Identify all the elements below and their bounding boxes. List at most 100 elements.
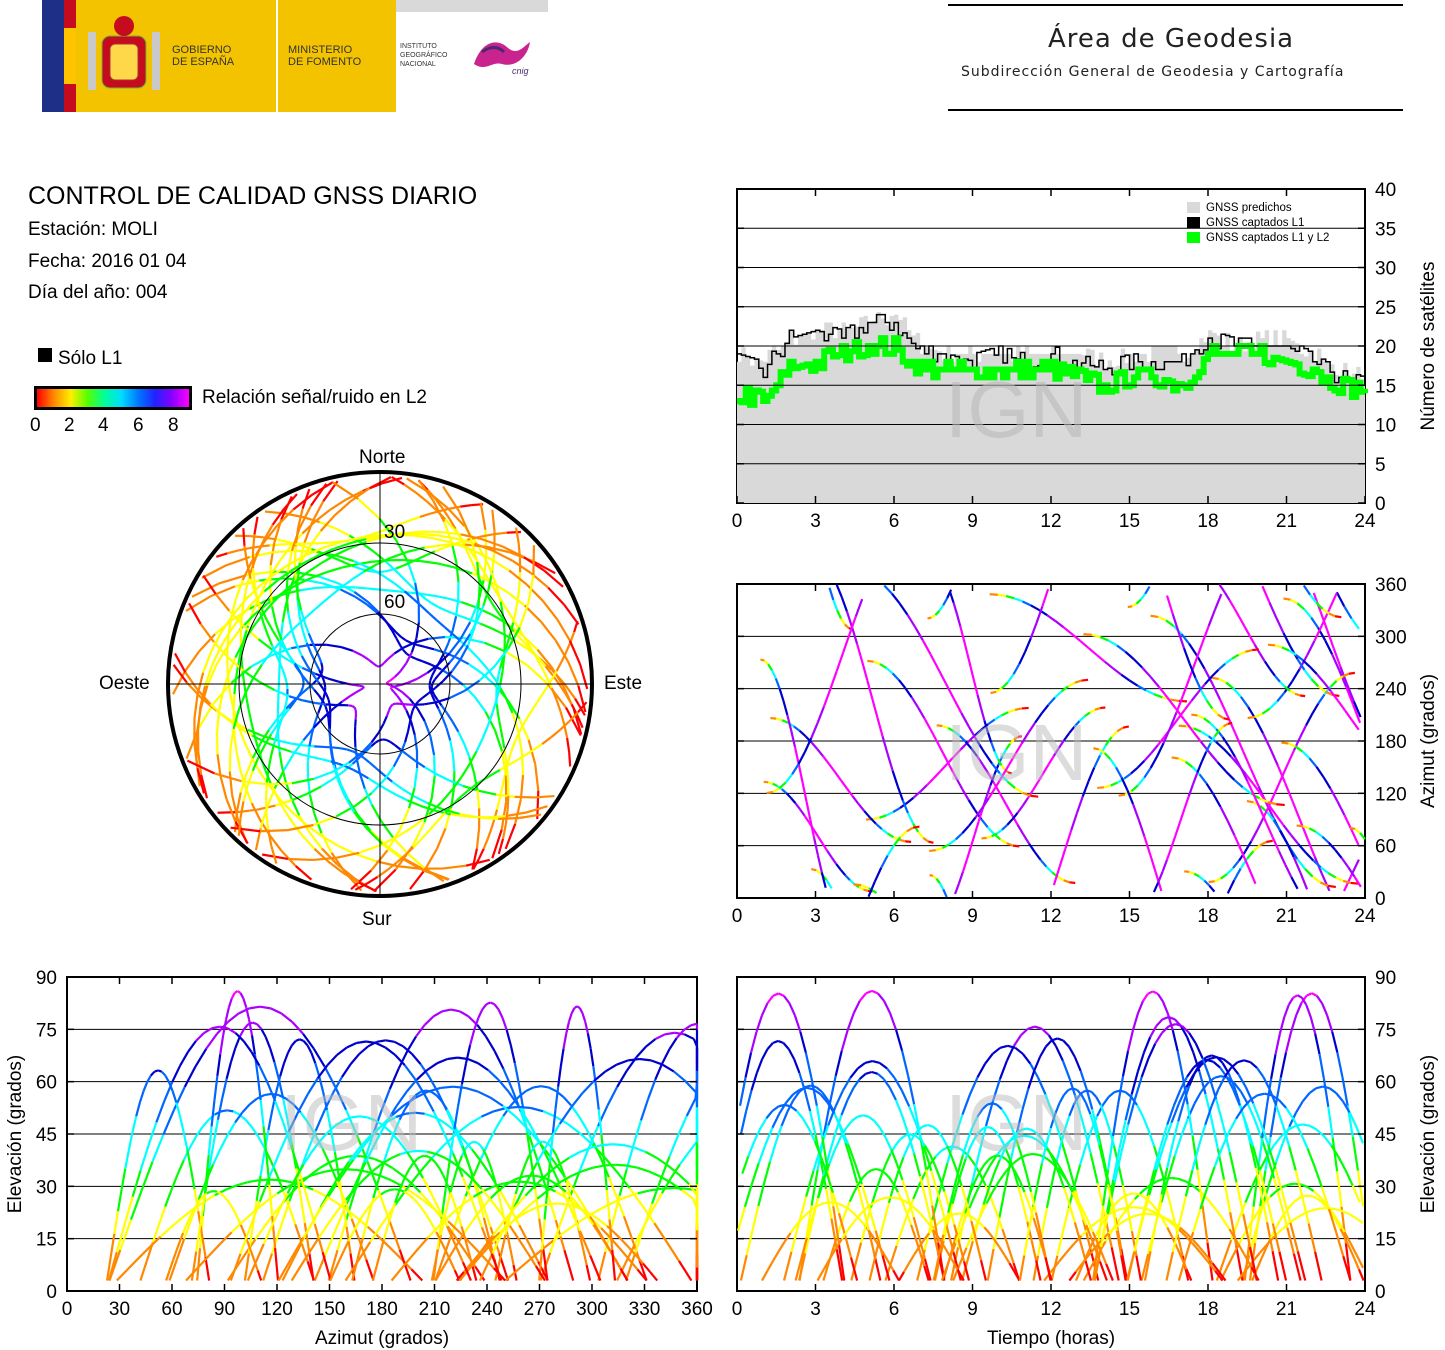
skyplot-track-segment — [327, 699, 331, 706]
elev-az-track-segment — [618, 1247, 630, 1260]
elev-time-track-segment — [794, 1258, 803, 1281]
elev-time-track-segment — [1035, 1260, 1042, 1281]
skyplot-track-segment — [358, 881, 377, 893]
y-tick-label: 20 — [1375, 337, 1396, 358]
elev-time-track-segment — [1155, 1211, 1164, 1218]
skyplot-track-segment — [262, 524, 274, 542]
elev-time-x-label: Tiempo (horas) — [987, 1328, 1115, 1349]
elev-time-track-segment — [982, 1187, 990, 1205]
azimuth-track-segment — [1211, 683, 1222, 700]
skyplot-track-segment — [353, 811, 368, 829]
elev-time-track-segment — [906, 1132, 916, 1154]
elev-az-track-segment — [612, 1143, 624, 1147]
elev-time-track-segment — [1181, 1025, 1190, 1034]
azimuth-track-segment — [1188, 643, 1198, 657]
elev-time-track-segment — [995, 1131, 1002, 1140]
azimuth-track-segment — [985, 784, 992, 798]
skyplot-track-segment — [298, 615, 304, 631]
elev-az-track-segment — [517, 1083, 525, 1108]
skyplot-track-segment — [304, 553, 321, 564]
skyplot-track-segment — [447, 507, 466, 527]
skyplot-track-segment — [326, 860, 343, 874]
elev-az-track-segment — [570, 1204, 579, 1209]
elev-az-track-segment — [542, 1140, 547, 1144]
skyplot-track-segment — [502, 545, 525, 559]
elev-az-track-segment — [444, 1157, 456, 1165]
azimuth-track-segment — [1157, 615, 1167, 622]
azimuth-track-segment — [926, 777, 935, 786]
azimuth-track-segment — [1001, 824, 1009, 831]
azimuth-track-segment — [1200, 689, 1208, 701]
elev-time-track-segment — [759, 1117, 768, 1129]
skyplot-track-segment — [302, 753, 313, 759]
skyplot-track-segment — [242, 625, 260, 641]
elev-time-track-segment — [978, 1164, 985, 1173]
elev-az-track-segment — [432, 1010, 443, 1018]
elev-time-track-segment — [1012, 1157, 1021, 1165]
y-tick-label: 40 — [1375, 180, 1396, 201]
skyplot-track-segment — [490, 558, 510, 572]
elev-az-track-segment — [297, 1170, 308, 1198]
elev-time-track-segment — [1164, 1185, 1173, 1209]
elev-time-track-segment — [1237, 1059, 1245, 1064]
elev-time-track-segment — [1192, 1184, 1202, 1193]
elev-time-track-segment — [1344, 1169, 1354, 1186]
x-tick-label: 6 — [889, 906, 900, 927]
elev-az-track-segment — [147, 1121, 158, 1146]
skyplot-track-segment — [276, 796, 286, 811]
skyplot-track-segment — [249, 578, 257, 594]
elev-time-track-segment — [778, 1101, 788, 1115]
elev-time-track-segment — [1127, 1215, 1135, 1220]
skyplot-track-segment — [358, 773, 366, 790]
skyplot-track-segment — [300, 655, 309, 668]
elev-time-track-segment — [1222, 1058, 1232, 1066]
skyplot-track-segment — [340, 645, 354, 652]
skyplot-track-segment — [210, 648, 221, 668]
elev-time-track-segment — [1057, 1165, 1067, 1179]
skyplot-track-segment — [410, 721, 416, 736]
elev-time-track-segment — [1125, 1251, 1136, 1281]
skyplot-track-segment — [238, 547, 250, 552]
elev-az-track-segment — [585, 1210, 594, 1217]
azimuth-track-segment — [1289, 689, 1296, 695]
elev-time-track-segment — [853, 1183, 860, 1193]
elev-time-track-segment — [950, 1258, 959, 1271]
skyplot-track-segment — [519, 775, 525, 800]
elev-time-track-segment — [1184, 1235, 1194, 1245]
elev-time-track-segment — [1266, 1155, 1276, 1179]
azimuth-track-segment — [881, 735, 889, 755]
elev-time-track-segment — [999, 1044, 1009, 1049]
elev-time-y-label: Elevación (grados) — [1418, 1055, 1439, 1213]
skyplot-track-segment — [391, 780, 403, 790]
elev-az-track-segment — [287, 1111, 300, 1132]
skyplot-track-segment — [490, 627, 504, 635]
azimuth-track-segment — [863, 810, 871, 819]
elev-az-track-segment — [625, 1192, 639, 1199]
elev-time-track-segment — [834, 1050, 843, 1076]
skyplot-track-segment — [242, 670, 260, 683]
azimuth-track-segment — [1068, 725, 1076, 734]
azimuth-track-segment — [784, 773, 794, 784]
skyplot-track-segment — [437, 707, 444, 718]
elev-az-track-segment — [168, 1259, 178, 1281]
elev-time-track-segment — [1136, 1000, 1144, 1014]
skyplot-track-segment — [346, 562, 355, 568]
elev-time-track-segment — [1238, 1105, 1248, 1125]
skyplot-track-segment — [358, 844, 381, 854]
skyplot-track-segment — [250, 802, 261, 820]
azimuth-track-segment — [1305, 640, 1316, 657]
azimuth-track-segment — [965, 846, 972, 861]
elev-time-track-segment — [990, 1198, 998, 1214]
elev-az-track-segment — [173, 1086, 186, 1111]
elev-az-track-segment — [236, 1216, 242, 1226]
azimuth-track-segment — [760, 658, 765, 662]
elev-az-track-segment — [345, 1188, 356, 1201]
elev-time-track-segment — [1057, 1037, 1064, 1042]
elev-time-track-segment — [940, 1261, 950, 1281]
azimuth-track-segment — [782, 700, 789, 716]
elev-az-track-segment — [142, 1081, 149, 1092]
skyplot-track-segment — [454, 600, 460, 617]
elev-time-track-segment — [805, 1217, 814, 1239]
elev-time-track-segment — [896, 1196, 904, 1202]
elev-az-track-segment — [239, 1226, 252, 1255]
